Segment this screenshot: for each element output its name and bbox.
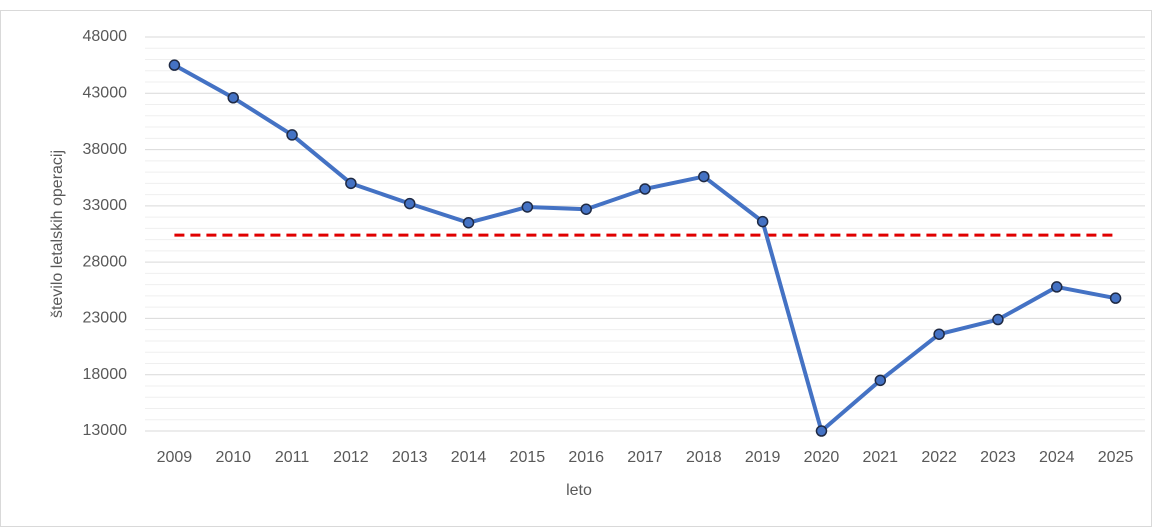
y-tick-label: 48000 — [83, 28, 128, 45]
x-tick-label: 2018 — [686, 449, 722, 466]
x-tick-label: 2010 — [215, 449, 251, 466]
y-tick-label: 13000 — [83, 422, 128, 439]
data-point — [521, 201, 534, 213]
x-tick-label: 2025 — [1098, 449, 1134, 466]
x-tick-label: 2021 — [862, 449, 898, 466]
x-tick-label: 2012 — [333, 449, 369, 466]
x-tick-label: 2014 — [451, 449, 487, 466]
x-tick-label: 2016 — [568, 449, 604, 466]
x-tick-label: 2020 — [804, 449, 840, 466]
x-axis-label: leto — [566, 482, 592, 499]
chart-border — [0, 10, 1152, 527]
data-point — [403, 197, 416, 210]
x-tick-label: 2022 — [921, 449, 957, 466]
x-tick-label: 2015 — [510, 449, 546, 466]
data-point — [933, 328, 945, 340]
data-point — [580, 203, 592, 215]
y-tick-label: 33000 — [83, 197, 128, 214]
data-point — [756, 215, 769, 228]
data-point — [462, 216, 475, 229]
y-tick-label: 28000 — [83, 253, 128, 270]
x-tick-label: 2023 — [980, 449, 1016, 466]
data-point — [286, 129, 298, 141]
x-tick-label: 2009 — [157, 449, 193, 466]
x-tick-label: 2024 — [1039, 449, 1075, 466]
x-tick-label: 2019 — [745, 449, 781, 466]
data-point — [874, 374, 887, 387]
data-point — [1109, 292, 1122, 304]
y-tick-label: 38000 — [83, 141, 128, 158]
y-tick-label: 18000 — [83, 366, 128, 383]
data-point — [815, 425, 828, 437]
data-point — [345, 177, 357, 190]
x-tick-label: 2013 — [392, 449, 428, 466]
x-tick-label: 2011 — [275, 449, 310, 466]
y-axis-label: število letalskih operacij — [49, 150, 66, 318]
data-point — [1051, 281, 1063, 293]
data-point — [639, 183, 651, 195]
data-point — [698, 170, 710, 183]
data-point — [168, 59, 181, 71]
y-tick-label: 23000 — [83, 310, 128, 327]
y-tick-label: 43000 — [83, 85, 128, 102]
data-point — [992, 313, 1004, 326]
x-tick-label: 2017 — [627, 449, 663, 466]
data-point — [227, 92, 239, 104]
